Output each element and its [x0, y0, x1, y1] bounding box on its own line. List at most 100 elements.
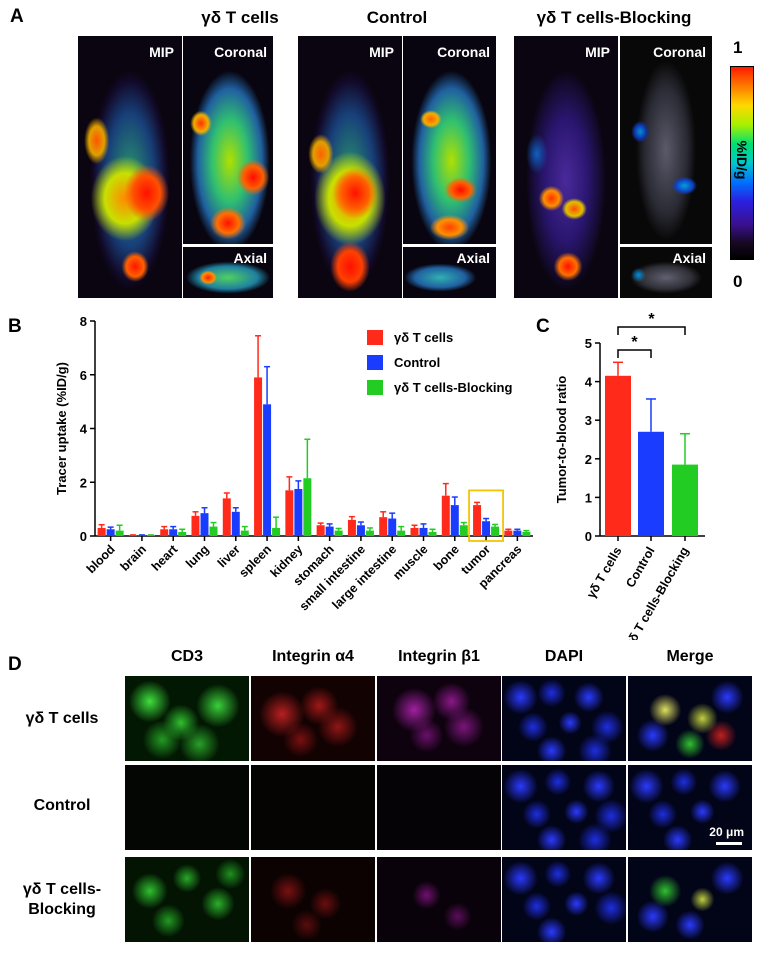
panel-letter-a: A: [10, 6, 24, 27]
row-label-control: Control: [2, 796, 122, 816]
micrograph-integrin-a4-blocking: [251, 857, 375, 942]
bar: [334, 530, 343, 536]
significance-bracket: [617, 326, 686, 335]
y-axis-label: Tumor-to-blood ratio: [554, 376, 569, 504]
micrograph-cd3-control: [125, 765, 249, 850]
row-label-line: Blocking: [28, 901, 96, 918]
x-tick-label: brain: [118, 542, 150, 574]
row-label-line: γδ T cells-: [22, 881, 102, 898]
legend-label: Control: [394, 355, 440, 370]
bar: [482, 521, 491, 536]
pet-axial-image-1: Axial: [183, 247, 273, 298]
legend-swatch: [367, 380, 383, 395]
bar: [222, 498, 231, 536]
y-tick-label: 6: [80, 368, 87, 383]
bar: [254, 377, 263, 536]
pet-coronal-image-2: Coronal: [403, 36, 496, 244]
bar: [513, 530, 522, 536]
y-tick-label: 3: [585, 413, 592, 428]
bar: [441, 495, 450, 536]
bar: [294, 488, 303, 536]
bar: [128, 535, 137, 536]
y-tick-label: 1: [585, 490, 592, 505]
channel-header-integrin-b1: Integrin β1: [398, 648, 480, 665]
y-tick-label: 0: [585, 529, 592, 544]
bar: [419, 527, 428, 536]
bar: [397, 530, 406, 536]
bar: [638, 431, 664, 536]
mip-label: MIP: [585, 44, 610, 60]
bar: [146, 535, 155, 536]
micrograph-integrin-b1-blocking: [377, 857, 501, 942]
x-tick-label: liver: [215, 542, 243, 570]
bar: [450, 505, 459, 536]
bar: [200, 513, 209, 536]
significance-star: *: [631, 334, 638, 351]
scale-bar: [716, 842, 742, 845]
y-tick-label: 4: [80, 422, 88, 437]
scale-bar-label: 20 μm: [709, 825, 744, 839]
bar: [365, 530, 374, 536]
bar: [316, 525, 325, 536]
coronal-label: Coronal: [653, 44, 706, 60]
legend-label: γδ T cells-Blocking: [394, 380, 512, 395]
pet-mip-image-1: MIP: [78, 36, 182, 298]
y-axis-label: Tracer uptake (%ID/g): [54, 362, 69, 495]
panel-letter-b: B: [8, 316, 22, 337]
bar: [231, 511, 240, 536]
legend-label: γδ T cells: [394, 330, 453, 345]
bar: [347, 519, 356, 536]
micrograph-merge-control: 20 μm: [628, 765, 752, 850]
pet-group-title-3: γδ T cells-Blocking: [536, 8, 692, 27]
x-tick-label: heart: [149, 542, 181, 574]
pet-axial-image-2: Axial: [403, 247, 496, 298]
bar: [137, 535, 146, 536]
pet-group-title-2: Control: [366, 8, 428, 27]
bar: [459, 525, 468, 536]
bar: [272, 527, 281, 536]
bar: [379, 517, 388, 536]
micrograph-integrin-a4-gd: [251, 676, 375, 761]
coronal-label: Coronal: [214, 44, 267, 60]
axial-label: Axial: [456, 250, 490, 266]
bar: [240, 530, 249, 536]
bar: [263, 404, 272, 536]
row-label-line: Control: [33, 797, 91, 814]
bar: [522, 531, 531, 536]
legend-swatch: [367, 355, 383, 370]
colorbar-max-label: 1: [733, 38, 743, 57]
micrograph-dapi-blocking: [502, 857, 626, 942]
significance-bracket: [617, 349, 652, 358]
y-tick-label: 2: [585, 452, 592, 467]
bar: [106, 529, 115, 536]
y-tick-label: 5: [585, 336, 592, 351]
x-tick-label: blood: [84, 542, 118, 576]
colorbar-unit-label: %ID/g: [734, 140, 750, 180]
bar: [285, 490, 294, 536]
channel-header-cd3: CD3: [170, 648, 203, 665]
bar: [209, 526, 218, 536]
x-tick-label: γδ T cells-Blocking: [623, 545, 692, 641]
row-label-line: γδ T cells: [25, 710, 99, 727]
bar: [303, 478, 312, 536]
micrograph-merge-gd: [628, 676, 752, 761]
bar: [178, 531, 187, 536]
micrograph-merge-blocking: [628, 857, 752, 942]
bar: [325, 526, 334, 536]
bar: [388, 518, 397, 536]
row-label-gd-t-cells: γδ T cells: [2, 709, 122, 729]
pet-coronal-image-3: Coronal: [620, 36, 712, 244]
bar: [191, 515, 200, 536]
x-tick-label: spleen: [236, 542, 274, 580]
bar: [672, 464, 698, 536]
tracer-uptake-chart: 0 2 4 6 8 Tracer uptake (%ID/g) blood brain hear…: [54, 314, 533, 614]
highlight-box: [468, 489, 504, 542]
channel-header-merge: Merge: [666, 648, 714, 665]
tumor-to-blood-chart: 0 1 2 3 4 5 Tumor-to-blood ratio γδ T cellsCont…: [554, 311, 705, 641]
y-tick-label: 4: [585, 375, 593, 390]
colorbar-min-label: 0: [733, 272, 743, 291]
axial-label: Axial: [233, 250, 267, 266]
x-tick-label: γδ T cells: [584, 544, 625, 600]
x-tick-label: muscle: [390, 542, 430, 582]
x-tick-label: lung: [183, 542, 212, 571]
